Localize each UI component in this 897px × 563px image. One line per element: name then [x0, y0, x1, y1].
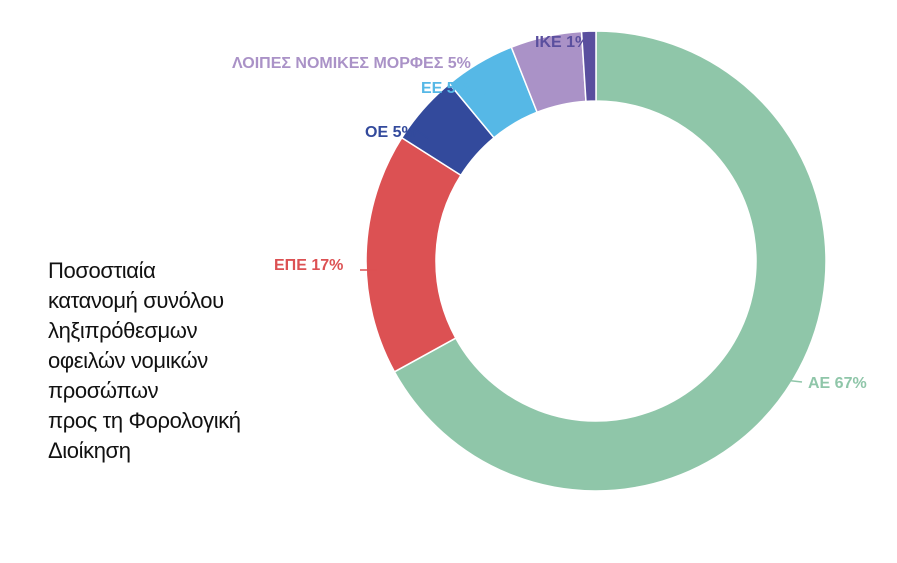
slice-label-2: ΕΠΕ 17%: [274, 257, 343, 274]
slice-label-3: ΟΕ 5%: [365, 124, 416, 141]
slice-6: [580, 30, 597, 103]
leader-line-1: [783, 379, 803, 383]
slice-label-1: ΑΕ 67%: [808, 375, 867, 392]
label-leaders: [360, 42, 803, 383]
donut-slices: [365, 30, 827, 492]
slice-2: [365, 136, 462, 373]
slice-1: [393, 30, 827, 492]
slice-label-4: ΕΕ 5%: [421, 80, 470, 97]
leader-line-5: [531, 62, 549, 73]
chart-title: Ποσοστιαία κατανομή συνόλου ληξιπρόθεσμω…: [48, 258, 241, 463]
slice-labels: ΑΕ 67% ΕΠΕ 17% ΟΕ 5% ΕΕ 5% ΛΟΙΠΕΣ ΝΟΜΙΚΕΣ ΜΟ…: [232, 34, 867, 392]
leader-line-6: [589, 42, 594, 56]
leader-line-3: [415, 129, 429, 139]
slice-label-6: ΙΚΕ 1%: [535, 34, 589, 51]
leader-line-4: [473, 87, 488, 96]
slice-label-5: ΛΟΙΠΕΣ ΝΟΜΙΚΕΣ ΜΟΡΦΕΣ 5%: [232, 55, 471, 72]
